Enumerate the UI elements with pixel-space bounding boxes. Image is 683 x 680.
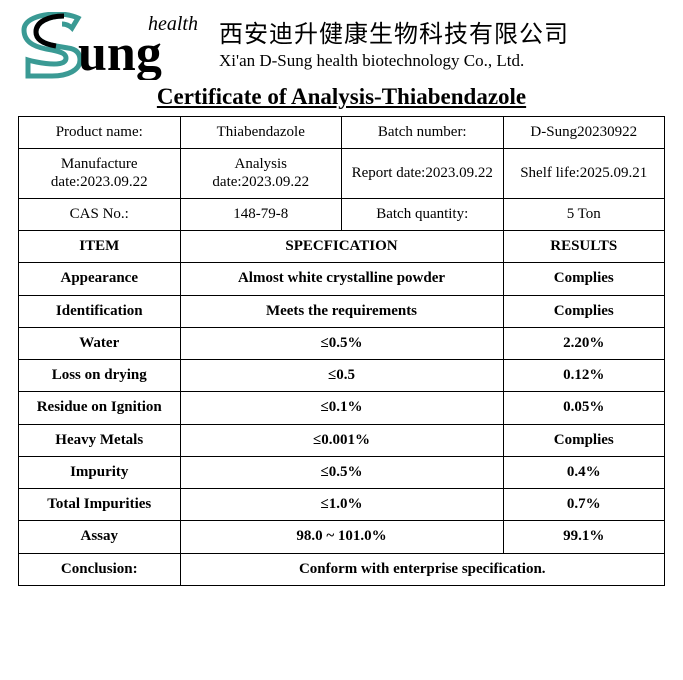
cell-batch-qty-value: 5 Ton bbox=[503, 198, 665, 230]
spec-spec: ≤0.5 bbox=[180, 360, 503, 392]
conclusion-row: Conclusion: Conform with enterprise spec… bbox=[19, 553, 665, 585]
cell-product-name-label: Product name: bbox=[19, 117, 181, 149]
spec-row: Assay 98.0 ~ 101.0% 99.1% bbox=[19, 521, 665, 553]
spec-result: 99.1% bbox=[503, 521, 665, 553]
spec-item: Identification bbox=[19, 295, 181, 327]
spec-result: Complies bbox=[503, 424, 665, 456]
spec-spec: Almost white crystalline powder bbox=[180, 263, 503, 295]
company-logo: ung health bbox=[18, 12, 213, 80]
cell-product-name-value: Thiabendazole bbox=[180, 117, 342, 149]
spec-row: Heavy Metals ≤0.001% Complies bbox=[19, 424, 665, 456]
cell-report-date: Report date:2023.09.22 bbox=[342, 149, 504, 199]
spec-result: 0.7% bbox=[503, 489, 665, 521]
spec-item: Heavy Metals bbox=[19, 424, 181, 456]
header-item: ITEM bbox=[19, 231, 181, 263]
spec-item: Residue on Ignition bbox=[19, 392, 181, 424]
svg-text:health: health bbox=[148, 13, 198, 35]
spec-item: Water bbox=[19, 327, 181, 359]
spec-item: Appearance bbox=[19, 263, 181, 295]
coa-table: Product name: Thiabendazole Batch number… bbox=[18, 116, 665, 586]
company-name-en: Xi'an D-Sung health biotechnology Co., L… bbox=[219, 50, 569, 71]
cell-cas-value: 148-79-8 bbox=[180, 198, 342, 230]
cell-batch-number-label: Batch number: bbox=[342, 117, 504, 149]
info-row-3: CAS No.: 148-79-8 Batch quantity: 5 Ton bbox=[19, 198, 665, 230]
info-row-2: Manufacture date:2023.09.22 Analysis dat… bbox=[19, 149, 665, 199]
company-block: 西安迪升健康生物科技有限公司 Xi'an D-Sung health biote… bbox=[219, 20, 569, 71]
header-result: RESULTS bbox=[503, 231, 665, 263]
spec-item: Total Impurities bbox=[19, 489, 181, 521]
conclusion-value: Conform with enterprise specification. bbox=[180, 553, 665, 585]
spec-row: Water ≤0.5% 2.20% bbox=[19, 327, 665, 359]
info-row-1: Product name: Thiabendazole Batch number… bbox=[19, 117, 665, 149]
header-row: ITEM SPECFICATION RESULTS bbox=[19, 231, 665, 263]
spec-result: Complies bbox=[503, 263, 665, 295]
cell-cas-label: CAS No.: bbox=[19, 198, 181, 230]
document-title: Certificate of Analysis-Thiabendazole bbox=[18, 84, 665, 110]
spec-result: Complies bbox=[503, 295, 665, 327]
spec-row: Identification Meets the requirements Co… bbox=[19, 295, 665, 327]
spec-item: Assay bbox=[19, 521, 181, 553]
spec-result: 0.12% bbox=[503, 360, 665, 392]
spec-spec: ≤0.5% bbox=[180, 456, 503, 488]
cell-batch-qty-label: Batch quantity: bbox=[342, 198, 504, 230]
spec-item: Impurity bbox=[19, 456, 181, 488]
header: ung health 西安迪升健康生物科技有限公司 Xi'an D-Sung h… bbox=[18, 12, 665, 80]
spec-row: Appearance Almost white crystalline powd… bbox=[19, 263, 665, 295]
spec-spec: ≤1.0% bbox=[180, 489, 503, 521]
spec-row: Impurity ≤0.5% 0.4% bbox=[19, 456, 665, 488]
cell-shelf-life: Shelf life:2025.09.21 bbox=[503, 149, 665, 199]
spec-result: 0.4% bbox=[503, 456, 665, 488]
spec-spec: ≤0.5% bbox=[180, 327, 503, 359]
spec-result: 0.05% bbox=[503, 392, 665, 424]
spec-row: Loss on drying ≤0.5 0.12% bbox=[19, 360, 665, 392]
spec-result: 2.20% bbox=[503, 327, 665, 359]
cell-batch-number-value: D-Sung20230922 bbox=[503, 117, 665, 149]
spec-item: Loss on drying bbox=[19, 360, 181, 392]
company-name-cn: 西安迪升健康生物科技有限公司 bbox=[219, 20, 569, 50]
cell-analysis-date: Analysis date:2023.09.22 bbox=[180, 149, 342, 199]
header-spec: SPECFICATION bbox=[180, 231, 503, 263]
spec-spec: Meets the requirements bbox=[180, 295, 503, 327]
spec-spec: ≤0.1% bbox=[180, 392, 503, 424]
cell-manufacture-date: Manufacture date:2023.09.22 bbox=[19, 149, 181, 199]
spec-spec: 98.0 ~ 101.0% bbox=[180, 521, 503, 553]
spec-row: Total Impurities ≤1.0% 0.7% bbox=[19, 489, 665, 521]
spec-row: Residue on Ignition ≤0.1% 0.05% bbox=[19, 392, 665, 424]
conclusion-label: Conclusion: bbox=[19, 553, 181, 585]
spec-spec: ≤0.001% bbox=[180, 424, 503, 456]
